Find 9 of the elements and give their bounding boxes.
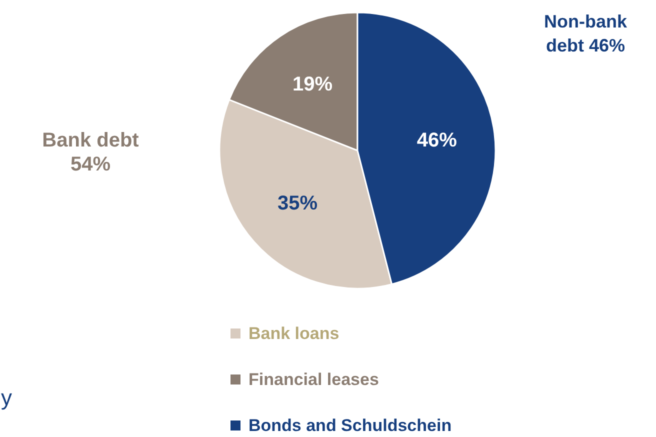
data-label: 35% [277,192,318,214]
legend-label: Bank loans [248,324,340,343]
legend-label: Bonds and Schuldschein [248,416,452,435]
text: Non-bank debt 46% [544,12,628,56]
data-label: 46% [416,129,458,152]
legend-label: Financial leases [248,370,379,389]
text: Bank debt 54% [42,130,140,176]
text: y [1,385,12,410]
data-label: 19% [292,73,333,96]
